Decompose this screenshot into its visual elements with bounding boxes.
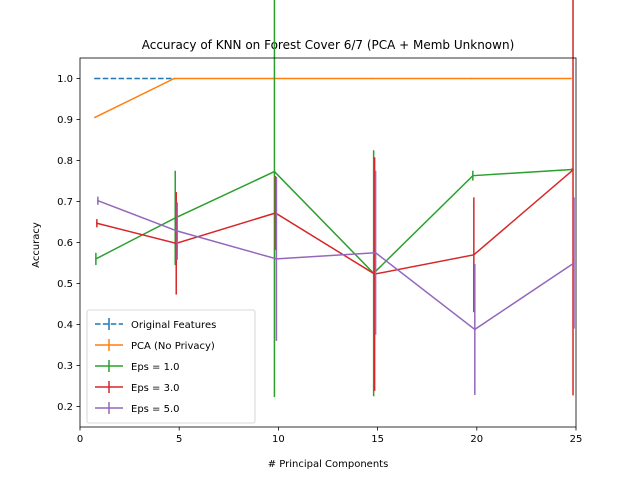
y-tick-label: 0.9	[57, 115, 73, 126]
data-point	[97, 199, 99, 202]
legend-frame	[86, 309, 256, 424]
data-point	[273, 170, 276, 173]
data-point	[96, 222, 98, 225]
data-point	[371, 77, 374, 80]
legend-label: PCA (No Privacy)	[131, 341, 215, 352]
data-point	[94, 77, 96, 80]
x-tick-label: 5	[176, 434, 182, 445]
data-point	[95, 258, 97, 260]
data-point	[570, 77, 572, 80]
series-0	[94, 77, 176, 80]
data-point	[173, 77, 176, 80]
legend: Original Features PCA (No Privacy) Eps = 1…	[86, 309, 256, 424]
plot-area: 0 5 10 15 20 25 0.2 0.3 0.4 0.5 0.6 0.7 0.8 0.9 1.0	[57, 0, 582, 445]
data-point	[472, 174, 474, 177]
series-line	[96, 169, 574, 275]
y-axis-label: Accuracy	[31, 222, 42, 268]
data-point	[176, 230, 179, 232]
y-tick-label: 0.3	[57, 361, 73, 372]
x-tick-label: 25	[570, 434, 583, 445]
legend-label: Eps = 5.0	[131, 404, 180, 415]
data-point	[473, 254, 475, 256]
data-point	[374, 251, 377, 254]
y-tick-label: 0.2	[57, 402, 73, 413]
legend-label: Eps = 3.0	[131, 383, 180, 394]
x-axis-label: # Principal Components	[268, 459, 389, 470]
data-point	[275, 258, 278, 260]
y-tick-label: 0.4	[57, 320, 73, 331]
y-tick-label: 0.8	[57, 156, 73, 167]
legend-label: Eps = 1.0	[131, 362, 180, 373]
x-tick-label: 20	[470, 434, 483, 445]
data-point	[474, 328, 476, 331]
legend-label: Original Features	[131, 320, 216, 331]
chart-title: Accuracy of KNN on Forest Cover 6/7 (PCA…	[142, 38, 515, 52]
data-point	[573, 262, 575, 264]
x-tick-label: 15	[371, 434, 384, 445]
data-point	[572, 169, 574, 171]
x-tick-label: 0	[77, 434, 83, 445]
data-point	[471, 77, 473, 80]
series-1	[94, 77, 572, 119]
y-tick-label: 0.6	[57, 238, 73, 249]
y-tick-label: 1.0	[57, 74, 73, 85]
series-3	[96, 0, 574, 396]
x-tick-label: 10	[272, 434, 285, 445]
series-line	[95, 168, 573, 275]
series-4	[97, 170, 575, 396]
series-line	[94, 77, 572, 119]
data-point	[94, 116, 96, 119]
y-tick-label: 0.5	[57, 279, 73, 290]
y-tick-label: 0.7	[57, 197, 73, 208]
series-line	[97, 199, 575, 331]
